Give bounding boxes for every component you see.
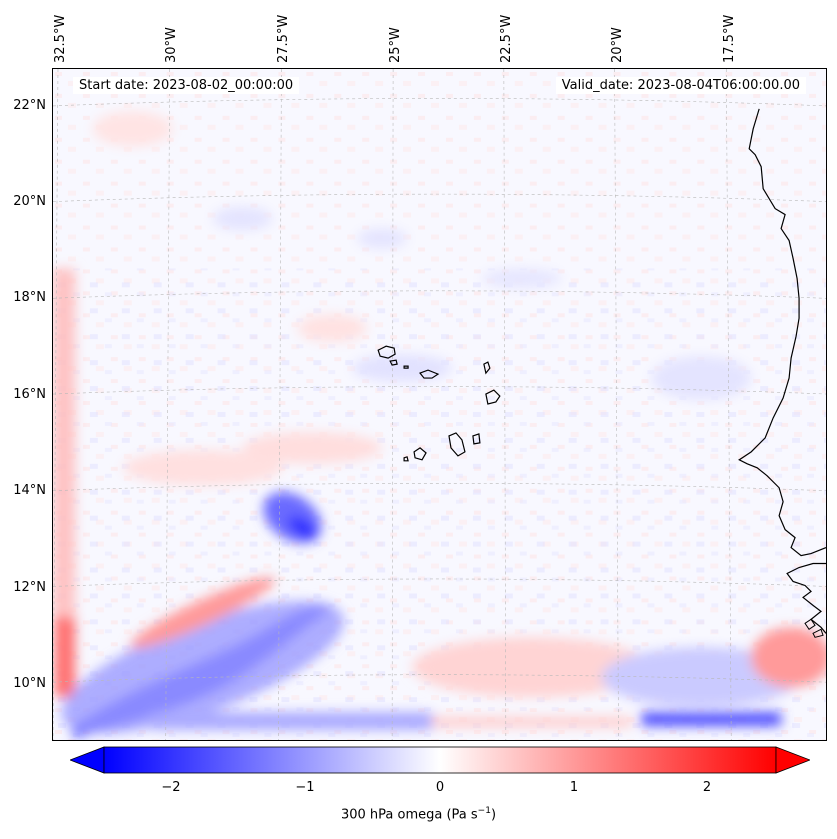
- lon-label-22-5w: 22.5°W: [499, 14, 514, 63]
- parallel-16n: [53, 386, 826, 395]
- meridian-17-5w: [725, 69, 732, 740]
- parallel-22n: [53, 98, 826, 107]
- colorbar: [70, 746, 810, 774]
- parallel-12n: [53, 578, 826, 587]
- red-patch-mid-1: [242, 431, 383, 464]
- parallel-18n: [53, 290, 826, 299]
- blue-patch-north-1: [212, 206, 273, 231]
- colorbar-tick-1: 1: [569, 780, 579, 795]
- lon-label-27-5w: 27.5°W: [276, 14, 291, 63]
- south-blue-patch-east: [601, 647, 802, 708]
- lon-label-20w: 20°W: [610, 27, 625, 63]
- island-santo-antao: [377, 345, 396, 359]
- south-blue-band-wide: [61, 600, 345, 734]
- omega-field-map: [53, 69, 826, 740]
- lat-label-18n: 18°N: [13, 290, 46, 305]
- colorbar-title-close: ): [490, 807, 497, 823]
- colorbar-title: 300 hPa omega (Pa s−1): [0, 806, 837, 822]
- lat-label-10n: 10°N: [13, 676, 46, 691]
- island-sao-vicente: [389, 359, 398, 366]
- graticule: [53, 69, 826, 740]
- meridian-20w: [614, 69, 619, 740]
- lon-label-32-5w: 32.5°W: [53, 14, 68, 63]
- africa-coastline: [738, 108, 826, 557]
- map-panel: Start date: 2023-08-02_00:00:00 Valid_da…: [52, 68, 827, 741]
- colorbar-tick-0: 0: [435, 780, 445, 795]
- colorbar-title-main: 300 hPa omega (Pa s: [340, 807, 478, 823]
- left-edge-strong-red: [54, 617, 75, 698]
- blue-anomaly-core: [288, 516, 317, 539]
- start-date-label: Start date: 2023-08-02_00:00:00: [73, 77, 300, 94]
- red-patch-mid-2: [122, 449, 283, 486]
- colorbar-tick-minus-1: −1: [295, 780, 315, 795]
- island-brava: [403, 456, 409, 462]
- blue-patch-north-2: [357, 228, 408, 249]
- lat-label-22n: 22°N: [13, 98, 46, 113]
- island-sao-nicolau: [419, 369, 440, 379]
- meridian-25w: [391, 69, 394, 740]
- blue-patch-north-3: [481, 268, 562, 289]
- parallel-14n: [53, 482, 826, 492]
- left-edge-red-band: [53, 268, 75, 688]
- bottom-blue-strip-east: [641, 712, 782, 727]
- lon-label-30w: 30°W: [164, 27, 179, 63]
- meridian-30w: [165, 69, 170, 740]
- red-patch-north-2: [297, 314, 368, 343]
- red-patch-north-1: [92, 110, 173, 147]
- lat-label-16n: 16°N: [13, 387, 46, 402]
- blue-patch-mid-1: [352, 354, 452, 383]
- island-fogo: [413, 447, 427, 461]
- colorbar-tick-2: 2: [702, 780, 712, 795]
- bottom-blue-strip: [152, 712, 433, 731]
- bottom-red-strip: [432, 717, 632, 728]
- colorbar-extend-max: [775, 746, 810, 774]
- colorbar-gradient: [103, 746, 777, 774]
- meridian-32-5w: [53, 69, 59, 740]
- valid-date-label: Valid_date: 2023-08-04T06:00:00.00: [555, 77, 806, 94]
- south-red-streak: [130, 576, 276, 648]
- south-red-patch-center: [412, 637, 652, 698]
- island-santa-luzia: [403, 365, 409, 369]
- lat-label-14n: 14°N: [13, 483, 46, 498]
- meridian-22-5w: [503, 69, 507, 740]
- bijagos-islands: [804, 618, 824, 638]
- meridian-27-5w: [278, 69, 282, 740]
- lon-label-17-5w: 17.5°W: [722, 14, 737, 63]
- island-boa-vista: [485, 389, 501, 405]
- parallel-20n: [53, 193, 826, 202]
- colorbar-title-exponent: −1: [477, 806, 491, 816]
- island-maio: [472, 433, 481, 445]
- colorbar-tick-minus-2: −2: [161, 780, 181, 795]
- lat-label-20n: 20°N: [13, 194, 46, 209]
- south-red-patch-east: [751, 627, 826, 688]
- parallel-10n: [53, 674, 826, 683]
- blue-patch-mid-2: [651, 356, 752, 401]
- island-santiago: [448, 432, 466, 457]
- colorbar-extend-min: [70, 746, 105, 774]
- cape-verde-islands: [377, 345, 501, 462]
- lon-label-25w: 25°W: [388, 27, 403, 63]
- island-sal: [483, 361, 491, 375]
- lat-label-12n: 12°N: [13, 580, 46, 595]
